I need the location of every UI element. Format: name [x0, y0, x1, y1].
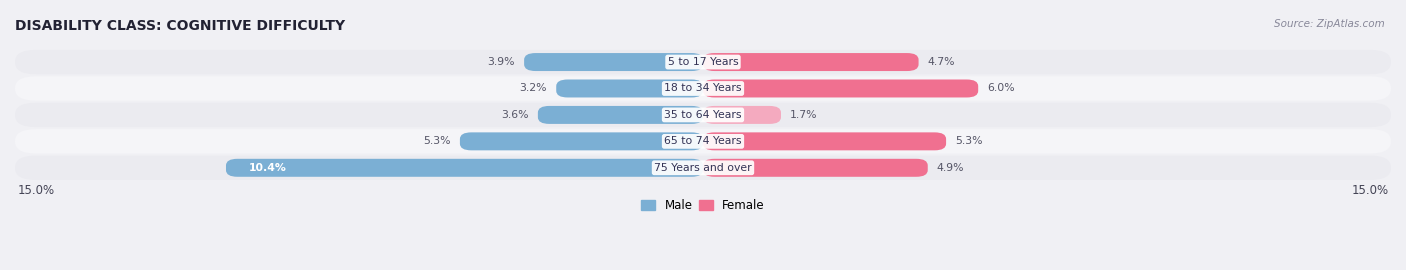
Text: 3.2%: 3.2%: [520, 83, 547, 93]
Text: 3.6%: 3.6%: [501, 110, 529, 120]
Text: Source: ZipAtlas.com: Source: ZipAtlas.com: [1274, 19, 1385, 29]
Text: 5.3%: 5.3%: [955, 136, 983, 146]
Text: 4.7%: 4.7%: [928, 57, 955, 67]
Text: 65 to 74 Years: 65 to 74 Years: [664, 136, 742, 146]
FancyBboxPatch shape: [460, 132, 703, 150]
Text: 18 to 34 Years: 18 to 34 Years: [664, 83, 742, 93]
Text: 1.7%: 1.7%: [790, 110, 818, 120]
FancyBboxPatch shape: [703, 53, 918, 71]
FancyBboxPatch shape: [557, 79, 703, 97]
FancyBboxPatch shape: [524, 53, 703, 71]
Text: 35 to 64 Years: 35 to 64 Years: [664, 110, 742, 120]
Legend: Male, Female: Male, Female: [637, 194, 769, 217]
FancyBboxPatch shape: [15, 76, 1391, 101]
Text: 5.3%: 5.3%: [423, 136, 451, 146]
FancyBboxPatch shape: [15, 103, 1391, 127]
Text: 3.9%: 3.9%: [488, 57, 515, 67]
FancyBboxPatch shape: [538, 106, 703, 124]
FancyBboxPatch shape: [703, 79, 979, 97]
FancyBboxPatch shape: [226, 159, 703, 177]
FancyBboxPatch shape: [703, 106, 780, 124]
Text: 75 Years and over: 75 Years and over: [654, 163, 752, 173]
Text: 5 to 17 Years: 5 to 17 Years: [668, 57, 738, 67]
Text: 15.0%: 15.0%: [1351, 184, 1389, 197]
FancyBboxPatch shape: [703, 159, 928, 177]
Text: 4.9%: 4.9%: [936, 163, 965, 173]
Text: 10.4%: 10.4%: [249, 163, 287, 173]
FancyBboxPatch shape: [15, 156, 1391, 180]
Text: DISABILITY CLASS: COGNITIVE DIFFICULTY: DISABILITY CLASS: COGNITIVE DIFFICULTY: [15, 19, 344, 33]
FancyBboxPatch shape: [703, 132, 946, 150]
FancyBboxPatch shape: [15, 129, 1391, 154]
Text: 15.0%: 15.0%: [17, 184, 55, 197]
Text: 6.0%: 6.0%: [987, 83, 1015, 93]
FancyBboxPatch shape: [15, 50, 1391, 74]
